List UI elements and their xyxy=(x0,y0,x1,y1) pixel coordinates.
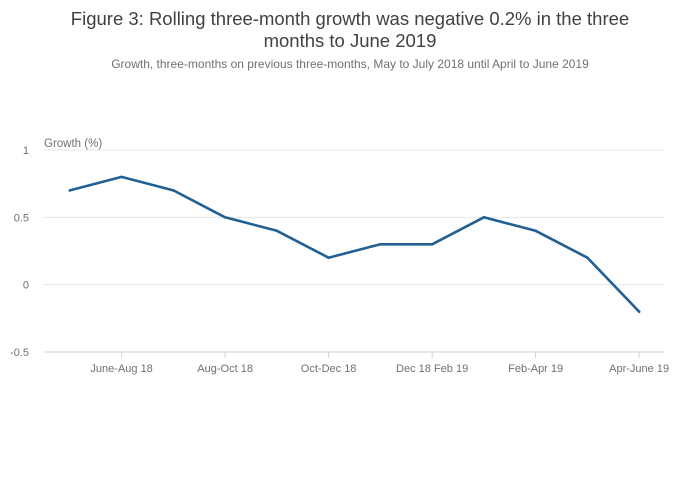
chart-subtitle: Growth, three-months on previous three-m… xyxy=(111,57,589,71)
data-point[interactable] xyxy=(327,256,330,260)
data-point[interactable] xyxy=(586,256,589,260)
x-tick-label: Dec 18 Feb 19 xyxy=(396,363,468,375)
grid-lines xyxy=(44,149,665,286)
y-tick-label: 0 xyxy=(23,280,29,292)
x-tick-label: June-Aug 18 xyxy=(90,363,152,375)
series-layer xyxy=(68,175,641,313)
data-point[interactable] xyxy=(637,310,641,313)
series-line xyxy=(68,175,641,313)
y-tick-label: -0.5 xyxy=(10,347,29,359)
data-point[interactable] xyxy=(275,229,279,233)
y-tick-label: 1 xyxy=(23,145,29,157)
x-tick-label: Apr-June 19 xyxy=(609,363,669,375)
data-point[interactable] xyxy=(120,175,123,179)
x-tick-label: Feb-Apr 19 xyxy=(508,363,563,375)
data-point[interactable] xyxy=(223,216,227,219)
y-tick-label: 0.5 xyxy=(14,212,29,224)
data-point[interactable] xyxy=(430,242,434,246)
data-point[interactable] xyxy=(534,229,537,233)
chart-title: Figure 3: Rolling three-month growth was… xyxy=(70,8,630,51)
data-point[interactable] xyxy=(379,242,382,246)
data-point[interactable] xyxy=(172,189,175,192)
tick-labels: -0.5 0 0.5 1 June-Aug 18 Aug-Oct 18 Oct-Dec 18… xyxy=(10,145,669,375)
data-point[interactable] xyxy=(482,216,486,219)
x-tick-label: Oct-Dec 18 xyxy=(301,363,357,375)
axes xyxy=(44,351,665,358)
x-tick-label: Aug-Oct 18 xyxy=(197,363,253,375)
data-point[interactable] xyxy=(68,189,72,192)
y-axis-title: Growth (%) xyxy=(44,138,102,150)
